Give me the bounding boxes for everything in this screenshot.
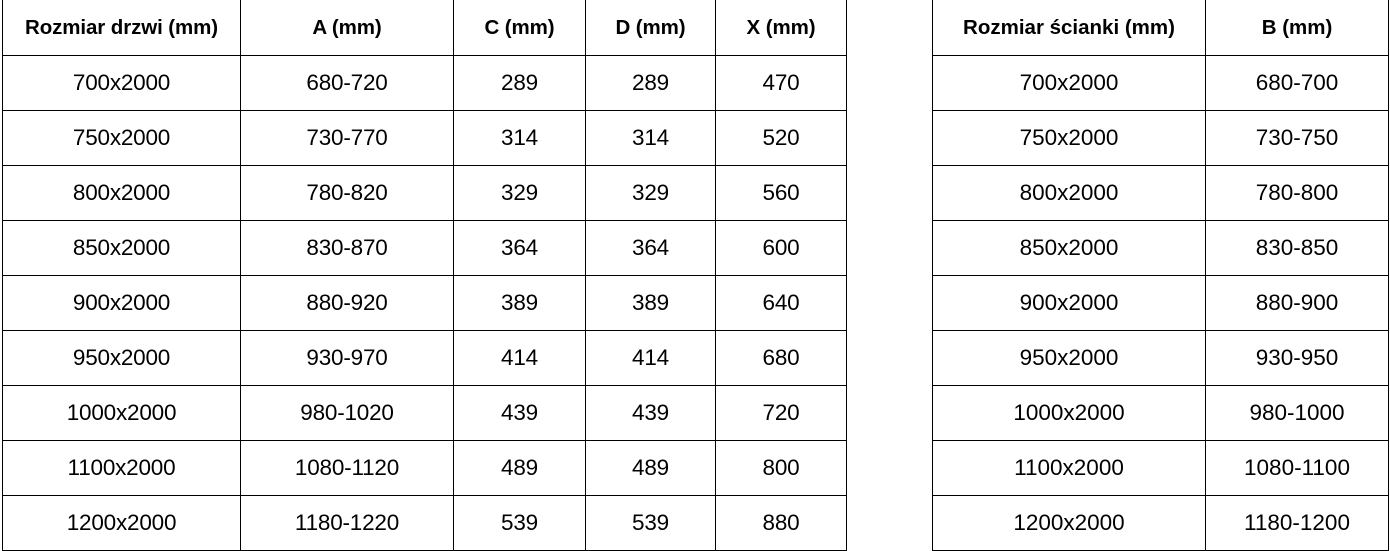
cell-door-size: 750x2000: [2, 110, 241, 166]
cell-b: 1180-1200: [1205, 495, 1389, 551]
cell-b: 680-700: [1205, 55, 1389, 111]
cell-d: 314: [585, 110, 716, 166]
table-header-row: Rozmiar drzwi (mm) A (mm) C (mm) D (mm) …: [2, 0, 847, 56]
cell-wall-size: 1100x2000: [932, 440, 1206, 496]
cell-d: 364: [585, 220, 716, 276]
table-row: 950x2000 930-950: [932, 330, 1389, 386]
cell-door-size: 950x2000: [2, 330, 241, 386]
cell-a: 980-1020: [240, 385, 454, 441]
table-row: 700x2000 680-700: [932, 55, 1389, 111]
cell-d: 389: [585, 275, 716, 331]
cell-x: 520: [715, 110, 847, 166]
cell-wall-size: 1200x2000: [932, 495, 1206, 551]
cell-a: 880-920: [240, 275, 454, 331]
cell-d: 414: [585, 330, 716, 386]
cell-door-size: 850x2000: [2, 220, 241, 276]
cell-a: 780-820: [240, 165, 454, 221]
cell-b: 930-950: [1205, 330, 1389, 386]
cell-c: 364: [453, 220, 586, 276]
cell-b: 830-850: [1205, 220, 1389, 276]
table-row: 850x2000 830-870 364 364 600: [2, 220, 847, 276]
cell-door-size: 700x2000: [2, 55, 241, 111]
cell-d: 329: [585, 165, 716, 221]
cell-x: 470: [715, 55, 847, 111]
column-header-c: C (mm): [453, 0, 586, 56]
table-row: 800x2000 780-820 329 329 560: [2, 165, 847, 221]
table-row: 750x2000 730-750: [932, 110, 1389, 166]
cell-wall-size: 1000x2000: [932, 385, 1206, 441]
cell-wall-size: 850x2000: [932, 220, 1206, 276]
cell-b: 780-800: [1205, 165, 1389, 221]
table-row: 700x2000 680-720 289 289 470: [2, 55, 847, 111]
cell-c: 414: [453, 330, 586, 386]
table-row: 1000x2000 980-1020 439 439 720: [2, 385, 847, 441]
cell-wall-size: 950x2000: [932, 330, 1206, 386]
column-header-x: X (mm): [715, 0, 847, 56]
cell-door-size: 1000x2000: [2, 385, 241, 441]
cell-wall-size: 800x2000: [932, 165, 1206, 221]
table-row: 750x2000 730-770 314 314 520: [2, 110, 847, 166]
table-row: 900x2000 880-900: [932, 275, 1389, 331]
cell-x: 680: [715, 330, 847, 386]
cell-door-size: 1200x2000: [2, 495, 241, 551]
wall-table-body: 700x2000 680-700 750x2000 730-750 800x20…: [932, 55, 1389, 551]
cell-x: 640: [715, 275, 847, 331]
table-row: 1200x2000 1180-1200: [932, 495, 1389, 551]
cell-door-size: 1100x2000: [2, 440, 241, 496]
table-row: 900x2000 880-920 389 389 640: [2, 275, 847, 331]
cell-a: 930-970: [240, 330, 454, 386]
table-header-row: Rozmiar ścianki (mm) B (mm): [932, 0, 1389, 56]
cell-x: 800: [715, 440, 847, 496]
cell-b: 730-750: [1205, 110, 1389, 166]
door-table-body: 700x2000 680-720 289 289 470 750x2000 73…: [2, 55, 847, 551]
cell-b: 980-1000: [1205, 385, 1389, 441]
cell-c: 389: [453, 275, 586, 331]
column-header-b: B (mm): [1205, 0, 1389, 56]
cell-a: 730-770: [240, 110, 454, 166]
table-row: 800x2000 780-800: [932, 165, 1389, 221]
cell-c: 489: [453, 440, 586, 496]
cell-wall-size: 900x2000: [932, 275, 1206, 331]
table-row: 950x2000 930-970 414 414 680: [2, 330, 847, 386]
column-header-wall-size: Rozmiar ścianki (mm): [932, 0, 1206, 56]
door-table-header: Rozmiar drzwi (mm) A (mm) C (mm) D (mm) …: [2, 0, 847, 56]
table-row: 1000x2000 980-1000: [932, 385, 1389, 441]
cell-d: 289: [585, 55, 716, 111]
cell-door-size: 900x2000: [2, 275, 241, 331]
wall-panel-dimensions-table: Rozmiar ścianki (mm) B (mm) 700x2000 680…: [932, 0, 1389, 551]
cell-c: 314: [453, 110, 586, 166]
cell-x: 880: [715, 495, 847, 551]
cell-x: 720: [715, 385, 847, 441]
cell-x: 560: [715, 165, 847, 221]
cell-b: 880-900: [1205, 275, 1389, 331]
cell-d: 439: [585, 385, 716, 441]
table-row: 850x2000 830-850: [932, 220, 1389, 276]
column-header-a: A (mm): [240, 0, 454, 56]
cell-a: 1080-1120: [240, 440, 454, 496]
cell-a: 680-720: [240, 55, 454, 111]
table-row: 1100x2000 1080-1100: [932, 440, 1389, 496]
cell-d: 489: [585, 440, 716, 496]
column-header-door-size: Rozmiar drzwi (mm): [2, 0, 241, 56]
cell-wall-size: 750x2000: [932, 110, 1206, 166]
cell-x: 600: [715, 220, 847, 276]
cell-a: 1180-1220: [240, 495, 454, 551]
table-row: 1200x2000 1180-1220 539 539 880: [2, 495, 847, 551]
cell-c: 329: [453, 165, 586, 221]
cell-wall-size: 700x2000: [932, 55, 1206, 111]
cell-door-size: 800x2000: [2, 165, 241, 221]
cell-d: 539: [585, 495, 716, 551]
column-header-d: D (mm): [585, 0, 716, 56]
door-dimensions-table: Rozmiar drzwi (mm) A (mm) C (mm) D (mm) …: [2, 0, 847, 551]
cell-c: 439: [453, 385, 586, 441]
cell-c: 289: [453, 55, 586, 111]
wall-table-header: Rozmiar ścianki (mm) B (mm): [932, 0, 1389, 56]
cell-b: 1080-1100: [1205, 440, 1389, 496]
cell-a: 830-870: [240, 220, 454, 276]
table-row: 1100x2000 1080-1120 489 489 800: [2, 440, 847, 496]
cell-c: 539: [453, 495, 586, 551]
